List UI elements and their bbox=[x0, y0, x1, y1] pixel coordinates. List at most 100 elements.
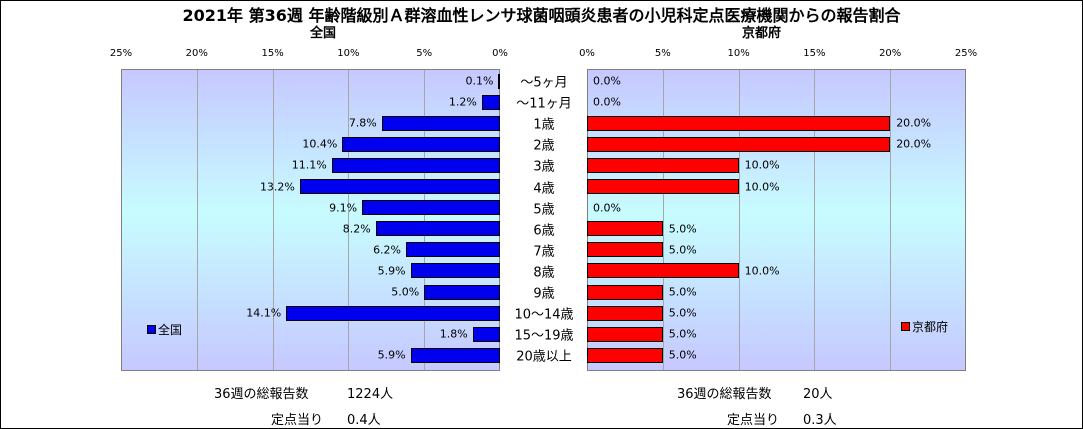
data-label-kyoto: 0.0% bbox=[593, 201, 621, 215]
age-label: 5歳 bbox=[533, 202, 555, 218]
bar-national bbox=[362, 200, 500, 216]
bar-national bbox=[381, 115, 500, 131]
data-label-kyoto: 20.0% bbox=[896, 137, 932, 151]
bar-national bbox=[331, 157, 500, 173]
data-label-kyoto: 0.0% bbox=[593, 95, 621, 109]
data-label-kyoto: 5.0% bbox=[668, 285, 697, 299]
bar-kyoto bbox=[587, 179, 739, 194]
age-label: 10～14歳 bbox=[514, 307, 574, 323]
bar-national bbox=[375, 221, 500, 237]
age-label: 1歳 bbox=[533, 117, 555, 133]
bar-national bbox=[299, 179, 500, 194]
data-label-national: 5.9% bbox=[377, 348, 406, 362]
kyoto-per-label: 定点当り bbox=[727, 413, 780, 428]
bar-national bbox=[342, 136, 500, 152]
data-label-national: 13.2% bbox=[259, 180, 295, 193]
data-label-kyoto: 5.0% bbox=[668, 348, 697, 362]
age-label: ～5ヶ月 bbox=[520, 75, 568, 91]
gridline-national bbox=[272, 70, 274, 370]
data-label-national: 10.4% bbox=[302, 137, 338, 151]
data-label-national: 9.1% bbox=[329, 201, 358, 215]
legend-label-national: 全国 bbox=[158, 323, 183, 337]
bar-kyoto bbox=[587, 305, 663, 321]
bar-national bbox=[498, 73, 501, 89]
tick-label-kyoto: 20% bbox=[879, 48, 902, 59]
bar-kyoto bbox=[587, 326, 663, 342]
data-label-kyoto: 10.0% bbox=[744, 264, 780, 278]
age-label: 8歳 bbox=[533, 265, 555, 281]
data-label-kyoto: 10.0% bbox=[744, 158, 780, 172]
kyoto-per-value: 0.3人 bbox=[803, 413, 837, 428]
tick-label-kyoto: 5% bbox=[654, 48, 671, 59]
tick-label-kyoto: 10% bbox=[727, 48, 750, 59]
bar-kyoto bbox=[587, 115, 891, 131]
tick-label-national: 15% bbox=[261, 48, 284, 59]
tick-label-kyoto: 0% bbox=[579, 48, 595, 59]
bar-national bbox=[424, 284, 500, 300]
bar-kyoto bbox=[587, 347, 663, 363]
bar-kyoto bbox=[587, 136, 891, 152]
kyoto-total-value: 20人 bbox=[803, 387, 833, 402]
national-total-label: 36週の総報告数 bbox=[214, 387, 309, 402]
age-label: 20歳以上 bbox=[516, 349, 572, 365]
data-label-national: 1.8% bbox=[439, 327, 468, 341]
age-label: 6歳 bbox=[533, 223, 555, 239]
bar-national bbox=[406, 242, 500, 258]
data-label-national: 6.2% bbox=[373, 243, 402, 257]
age-label: 15～19歳 bbox=[514, 328, 574, 344]
age-label: 7歳 bbox=[533, 244, 555, 260]
right-panel-title: 京都府 bbox=[742, 26, 782, 41]
gridline-national bbox=[348, 70, 350, 370]
age-label: 2歳 bbox=[533, 138, 555, 154]
data-label-national: 0.1% bbox=[465, 74, 494, 88]
legend-swatch-kyoto bbox=[901, 322, 910, 331]
national-per-label: 定点当り bbox=[271, 413, 324, 428]
data-label-kyoto: 20.0% bbox=[896, 116, 932, 130]
data-label-national: 8.2% bbox=[342, 222, 371, 236]
tick-label-national: 20% bbox=[185, 48, 208, 59]
age-label: 9歳 bbox=[533, 286, 555, 302]
bar-national bbox=[472, 326, 500, 342]
data-label-kyoto: 5.0% bbox=[668, 222, 697, 236]
age-label: 3歳 bbox=[533, 159, 555, 175]
bar-national bbox=[286, 305, 500, 321]
age-label: ～11ヶ月 bbox=[516, 96, 572, 112]
data-label-kyoto: 5.0% bbox=[668, 243, 697, 257]
bar-kyoto bbox=[587, 242, 663, 258]
tick-label-kyoto: 15% bbox=[803, 48, 826, 59]
bar-national bbox=[481, 94, 500, 110]
chart-title: 2021年 第36週 年齢階級別Ａ群溶血性レンサ球菌咽頭炎患者の小児科定点医療機… bbox=[182, 6, 901, 25]
data-label-national: 14.1% bbox=[246, 306, 282, 320]
data-label-national: 5.9% bbox=[377, 264, 406, 278]
data-label-kyoto: 10.0% bbox=[744, 180, 780, 193]
tick-label-national: 25% bbox=[109, 48, 133, 59]
data-label-kyoto: 0.0% bbox=[593, 74, 621, 88]
gridline-kyoto bbox=[662, 70, 664, 370]
data-label-national: 5.0% bbox=[391, 285, 420, 299]
legend-kyoto: 京都府 bbox=[901, 318, 948, 335]
national-per-value: 0.4人 bbox=[347, 413, 381, 428]
age-label: 4歳 bbox=[533, 181, 555, 196]
bar-kyoto bbox=[587, 284, 663, 300]
gridline-national bbox=[424, 70, 426, 370]
data-label-national: 7.8% bbox=[348, 116, 377, 130]
data-label-national: 1.2% bbox=[448, 95, 477, 109]
kyoto-total-label: 36週の総報告数 bbox=[677, 387, 772, 402]
legend-label-kyoto: 京都府 bbox=[912, 320, 949, 334]
left-panel-title: 全国 bbox=[310, 26, 337, 41]
bar-national bbox=[410, 347, 500, 363]
tick-label-national: 10% bbox=[337, 48, 360, 59]
gridline-kyoto bbox=[890, 70, 892, 370]
gridline-kyoto bbox=[814, 70, 816, 370]
data-label-national: 11.1% bbox=[291, 158, 327, 172]
tick-label-kyoto: 25% bbox=[954, 48, 978, 59]
data-label-kyoto: 5.0% bbox=[668, 306, 697, 320]
tick-label-national: 5% bbox=[416, 48, 433, 59]
bar-kyoto bbox=[587, 221, 663, 237]
bar-kyoto bbox=[587, 263, 739, 279]
tick-label-national: 0% bbox=[492, 48, 508, 59]
gridline-kyoto bbox=[738, 70, 740, 370]
legend-swatch-national bbox=[147, 325, 156, 334]
bar-kyoto bbox=[587, 157, 739, 173]
data-label-kyoto: 5.0% bbox=[668, 327, 697, 341]
